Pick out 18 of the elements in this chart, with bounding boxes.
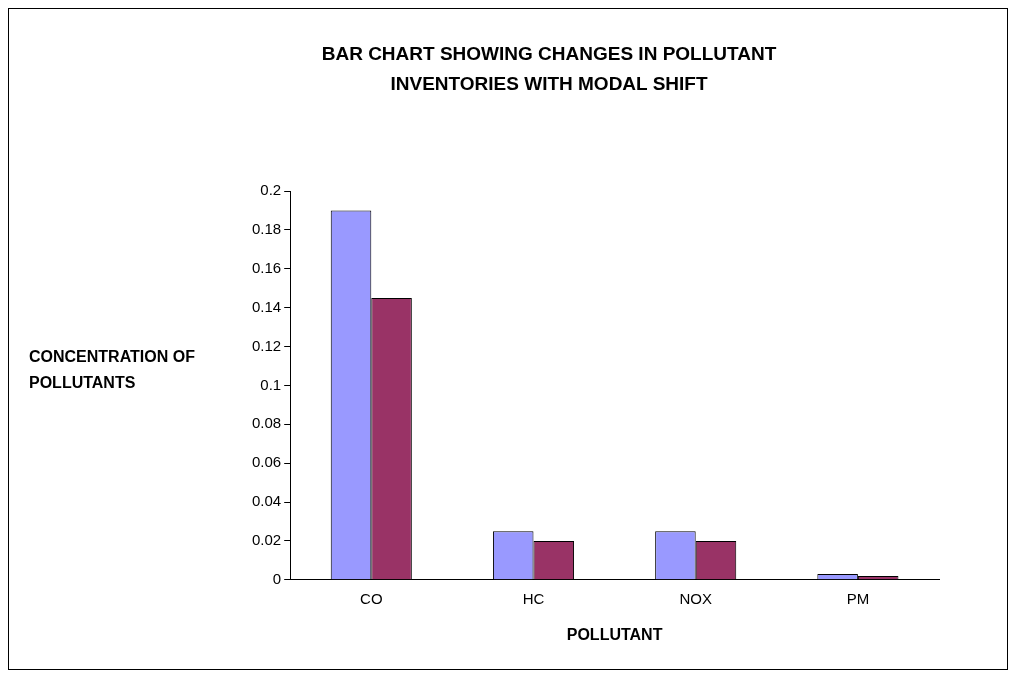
y-tick-label: 0.02: [251, 531, 282, 549]
y-tick-label: 0.06: [251, 453, 282, 471]
y-tick-label: 0.1: [260, 375, 282, 393]
x-tick-label: HC: [522, 589, 545, 607]
y-tick-label: 0.04: [251, 492, 282, 510]
y-tick-label: 0.14: [251, 297, 282, 315]
y-tick-label: 0.18: [251, 220, 282, 238]
x-axis-title: POLLUTANT: [566, 625, 663, 643]
x-tick-label: PM: [846, 589, 870, 607]
y-tick-label: 0: [272, 569, 282, 587]
y-tick-label: 0.2: [260, 181, 282, 199]
y-tick-label: 0.16: [251, 258, 282, 276]
chart-title: BAR CHART SHOWING CHANGES IN POLLUTANT INVENTORIES WITH MODAL SHIFT: [320, 42, 778, 96]
x-tick-label: NOX: [679, 589, 712, 607]
y-axis-title: CONCENTRATION OF POLLUTANTS: [29, 347, 196, 393]
x-tick-label: CO: [360, 589, 383, 607]
y-tick-label: 0.12: [251, 336, 282, 354]
y-tick-label: 0.08: [251, 414, 282, 432]
